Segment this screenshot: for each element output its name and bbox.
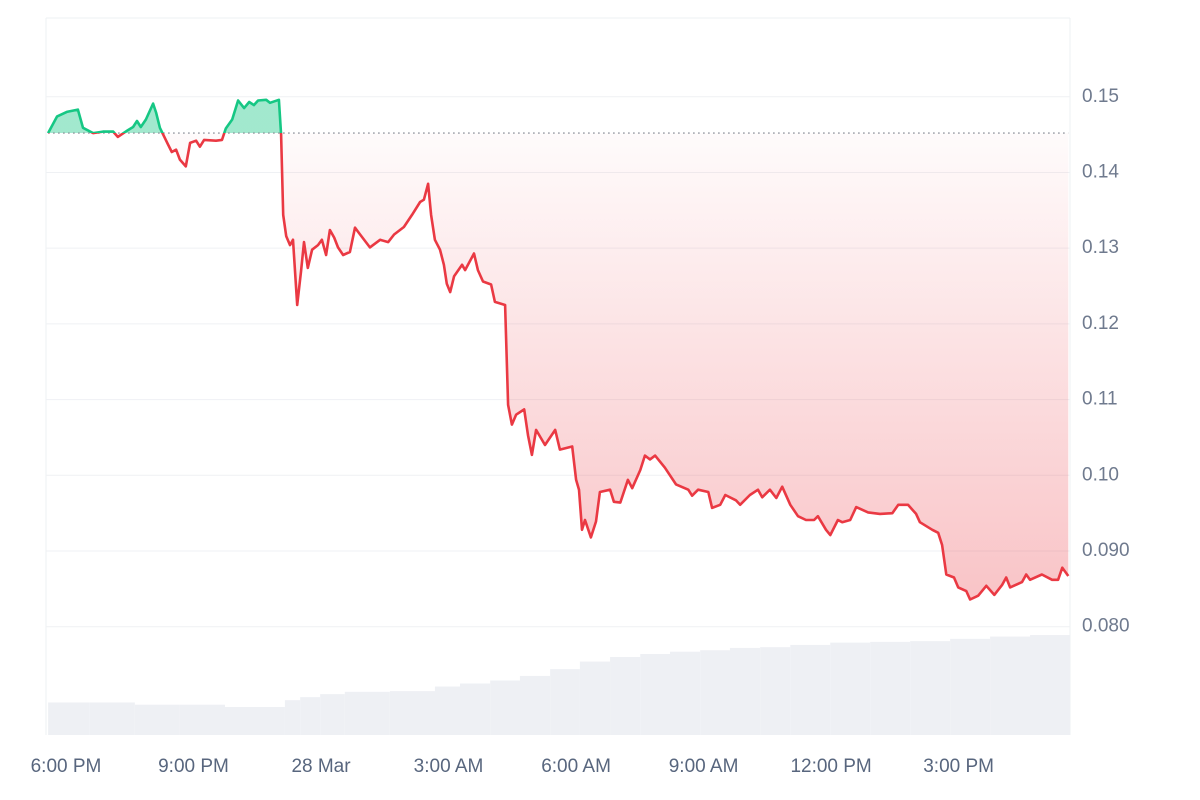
x-tick-label: 3:00 AM — [414, 756, 484, 777]
volume-bar — [910, 641, 951, 735]
volume-bar — [48, 702, 90, 735]
volume-bar — [579, 661, 611, 735]
y-tick-label: 0.090 — [1082, 540, 1130, 561]
plot: 0.080 0.090 0.10 0.11 0.12 0.13 0.14 0.15 6:00 P… — [31, 17, 1130, 777]
volume-bar — [640, 653, 671, 735]
volume-bar — [700, 650, 730, 735]
volume-bar — [870, 641, 911, 735]
y-tick-label: 0.080 — [1082, 616, 1130, 637]
volume-bar — [344, 691, 390, 735]
volume-bar — [179, 704, 225, 735]
area-fill — [48, 99, 1069, 600]
x-tick-label: 6:00 PM — [31, 756, 102, 777]
volume-bar — [284, 700, 301, 735]
volume-bar — [89, 702, 135, 735]
volume-bar — [434, 686, 461, 735]
volume-bar — [1030, 635, 1070, 735]
volume-bar — [389, 691, 435, 735]
x-tick-label: 3:00 PM — [923, 756, 994, 777]
volume-bar — [134, 704, 180, 735]
volume-bar — [790, 644, 831, 735]
x-tick-label: 9:00 PM — [158, 756, 229, 777]
price-line — [46, 98, 1070, 601]
y-tick-label: 0.15 — [1082, 86, 1119, 107]
y-tick-label: 0.14 — [1082, 161, 1119, 182]
volume-bar — [460, 683, 491, 735]
y-tick-label: 0.11 — [1082, 389, 1118, 410]
volume-bar — [224, 706, 271, 735]
volume-bar — [950, 638, 991, 735]
volume-bar — [729, 647, 761, 735]
volume-bar — [320, 694, 345, 735]
volume-bar — [610, 657, 641, 735]
x-tick-label: 12:00 PM — [790, 756, 871, 777]
x-tick-label: 28 Mar — [291, 756, 351, 777]
volume-bar — [760, 647, 791, 735]
x-tick-label: 9:00 AM — [669, 756, 739, 777]
y-tick-label: 0.12 — [1082, 313, 1119, 334]
y-tick-label: 0.10 — [1082, 464, 1119, 485]
volume-bar — [670, 651, 701, 735]
y-tick-label: 0.13 — [1082, 237, 1119, 258]
volume-bar — [550, 669, 580, 735]
volume-bar — [490, 680, 520, 735]
volume-bar — [990, 636, 1031, 735]
volume-bar — [270, 706, 285, 735]
volume-bar — [519, 675, 551, 735]
x-tick-label: 6:00 AM — [541, 756, 611, 777]
volume-bar — [830, 642, 871, 735]
volume-bar — [300, 697, 321, 735]
